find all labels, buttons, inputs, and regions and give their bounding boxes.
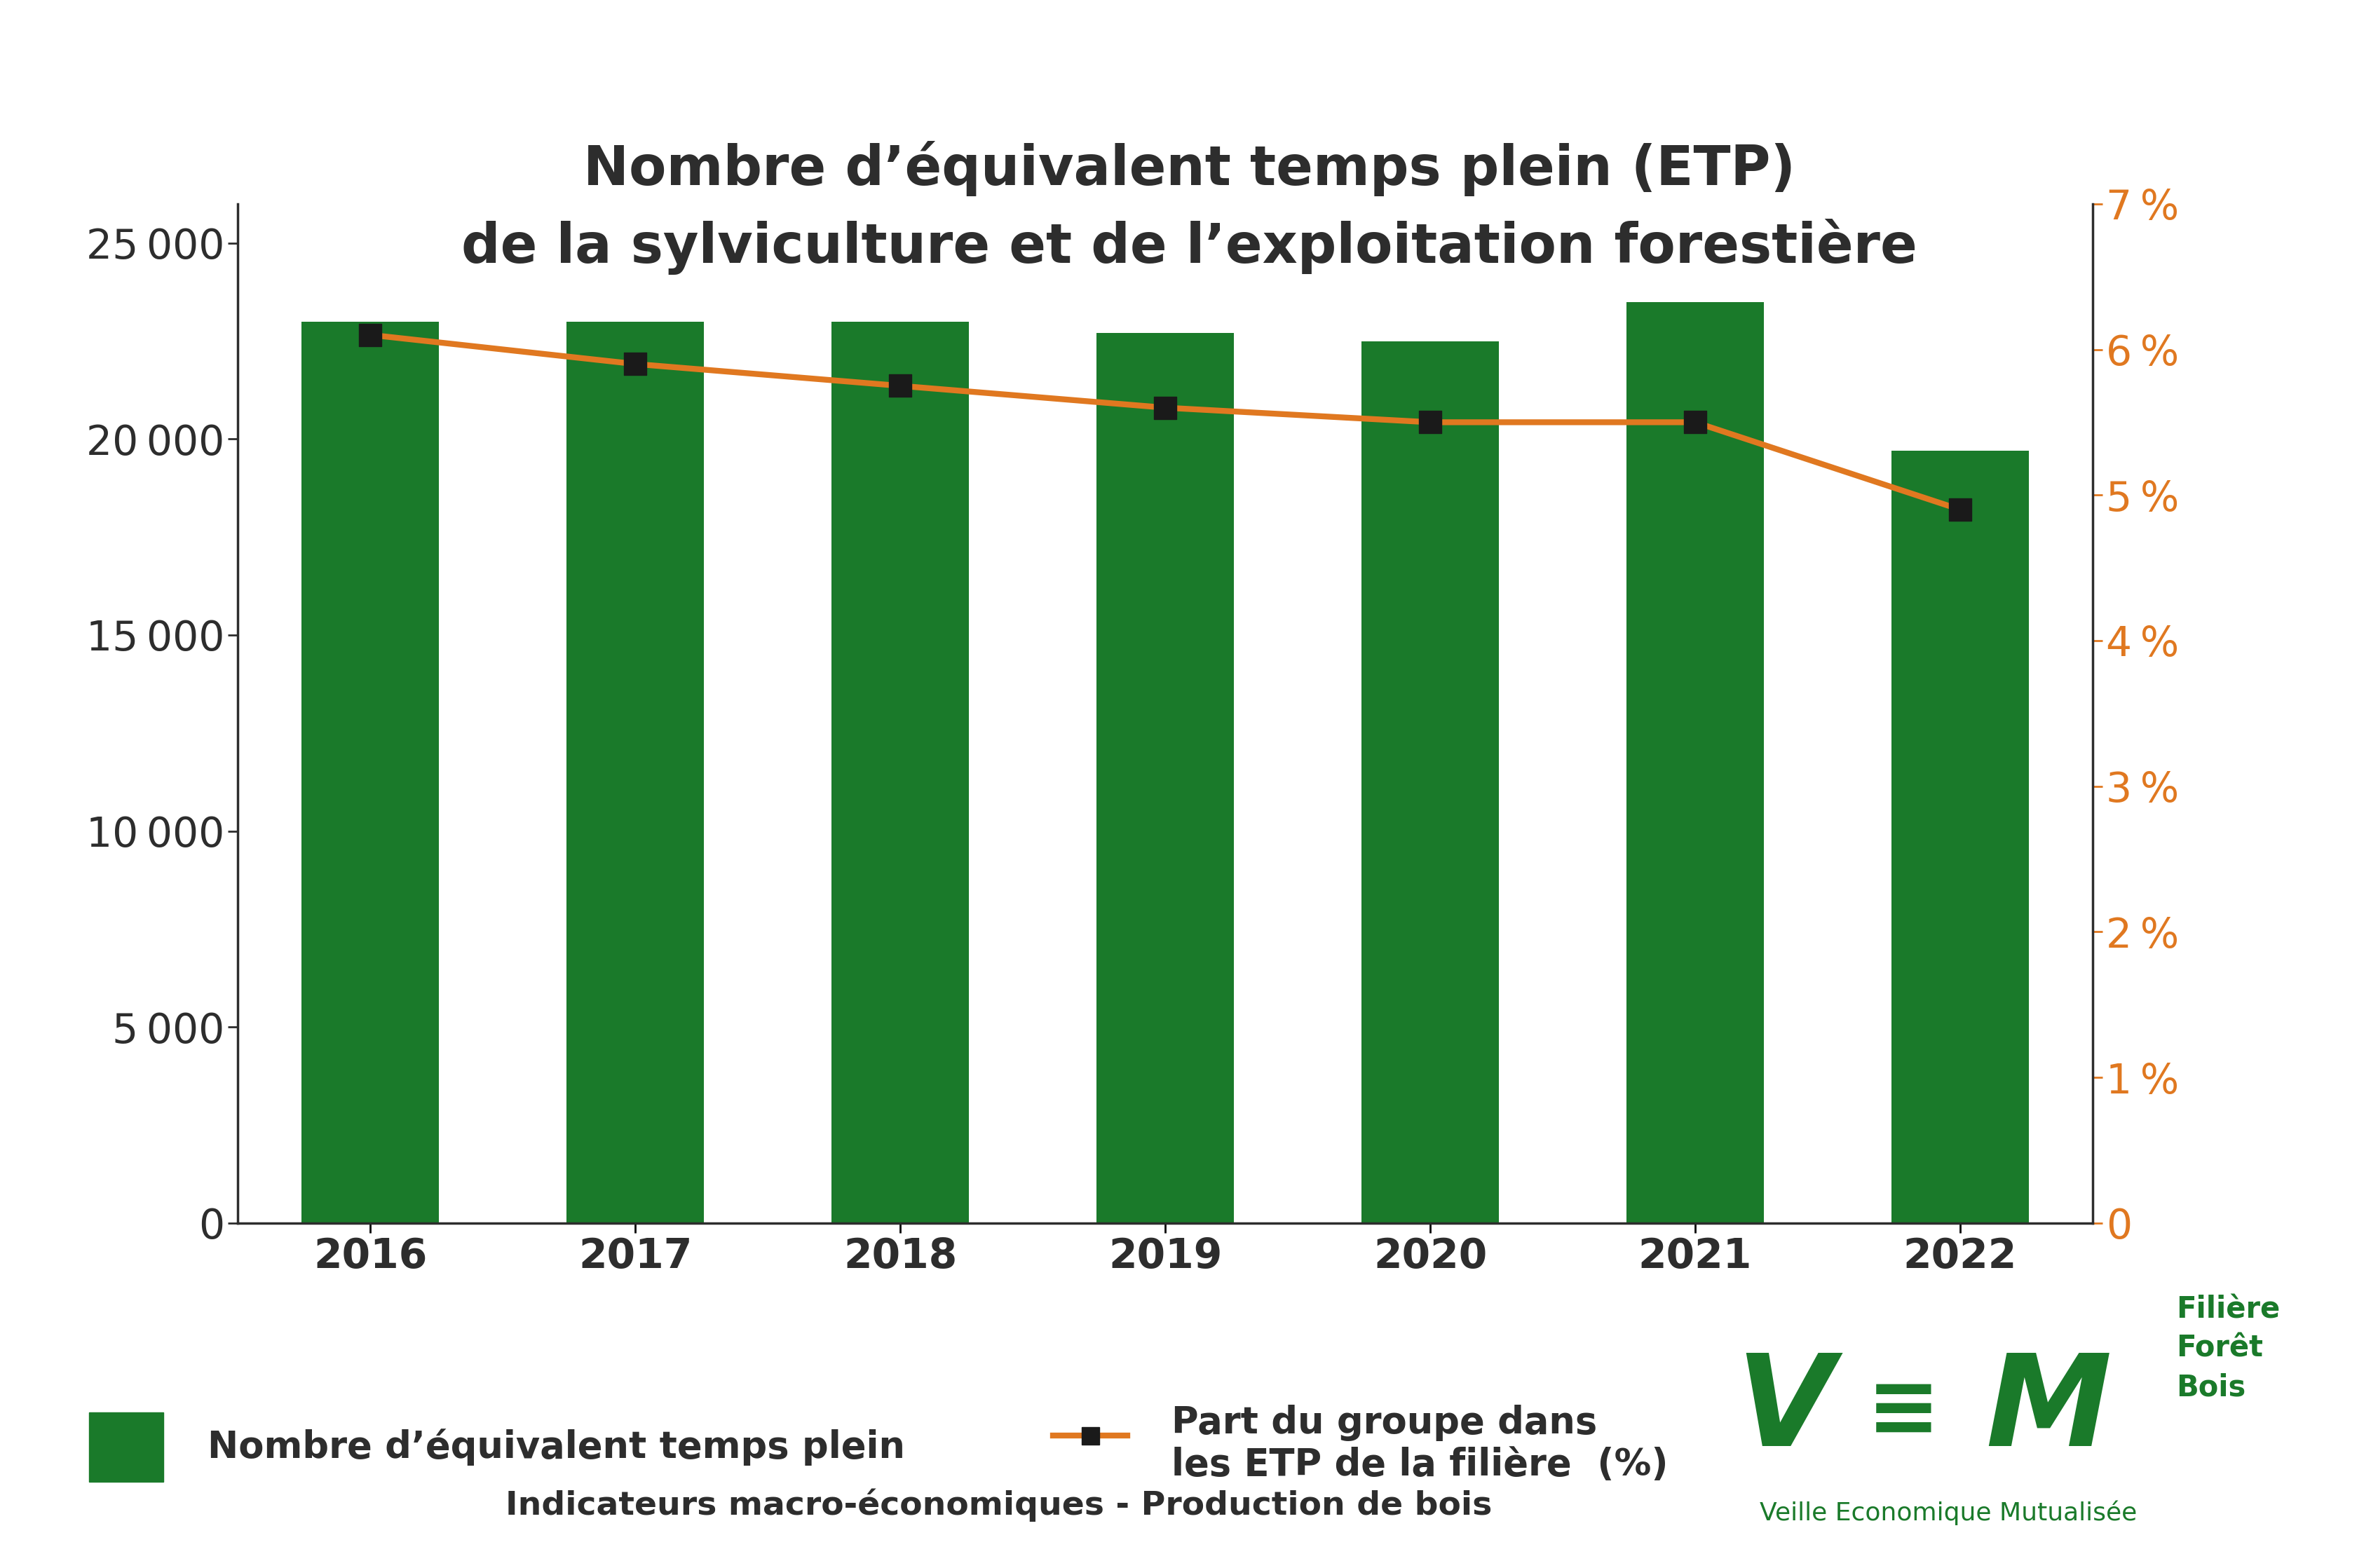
- Text: Veille Economique Mutualisée: Veille Economique Mutualisée: [1760, 1501, 2138, 1526]
- Text: Nombre d’équivalent temps plein (ETP)
de la sylviculture et de l’exploitation fo: Nombre d’équivalent temps plein (ETP) de…: [461, 141, 1917, 274]
- Point: [1146, 395, 1184, 420]
- Point: [1940, 497, 1978, 522]
- Legend: Nombre d’équivalent temps plein, Part du groupe dans
les ETP de la filière  (%): Nombre d’équivalent temps plein, Part du…: [90, 1405, 1669, 1483]
- Bar: [1096, 332, 1234, 1223]
- Bar: [566, 321, 704, 1223]
- Text: Indicateurs macro-économiques - Production de bois: Indicateurs macro-économiques - Producti…: [507, 1488, 1491, 1523]
- Text: M: M: [1986, 1350, 2112, 1472]
- Point: [352, 323, 390, 348]
- Text: V: V: [1736, 1350, 1833, 1472]
- Point: [1410, 409, 1448, 434]
- Bar: [1891, 450, 2028, 1223]
- Text: Filière
Forêt
Bois: Filière Forêt Bois: [2176, 1295, 2281, 1402]
- Point: [1676, 409, 1715, 434]
- Bar: [1627, 301, 1764, 1223]
- Bar: [302, 321, 440, 1223]
- Bar: [832, 321, 970, 1223]
- Text: ≡: ≡: [1867, 1369, 1940, 1454]
- Point: [882, 373, 920, 398]
- Bar: [1360, 340, 1498, 1223]
- Point: [616, 351, 654, 376]
